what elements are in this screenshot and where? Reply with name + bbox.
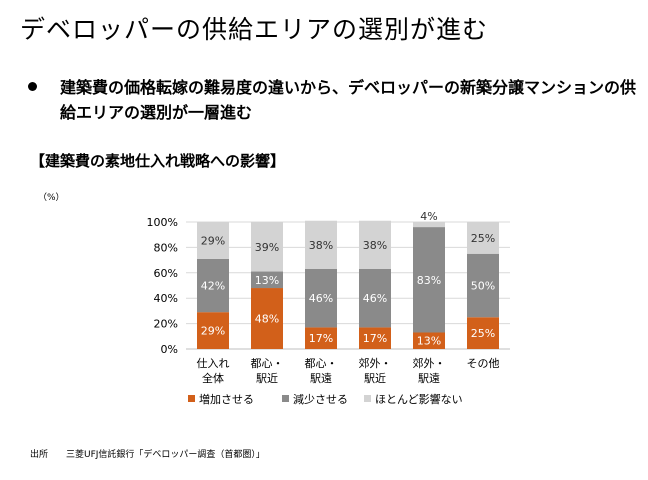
data-label: 83% bbox=[417, 274, 441, 287]
y-tick-label: 60% bbox=[154, 267, 178, 280]
data-label: 4% bbox=[420, 210, 437, 223]
x-tick-label: 都心・ bbox=[305, 357, 338, 370]
x-tick-label: 駅近 bbox=[364, 372, 386, 385]
legend-label: 増加させる bbox=[199, 393, 254, 406]
page-title: デベロッパーの供給エリアの選別が進む bbox=[20, 15, 489, 44]
data-label: 38% bbox=[309, 239, 333, 252]
data-label: 13% bbox=[417, 335, 441, 348]
x-tick-label: 都心・ bbox=[251, 357, 284, 370]
bar-segment bbox=[413, 227, 445, 333]
legend-swatch bbox=[282, 395, 289, 402]
data-label: 17% bbox=[363, 332, 387, 345]
bar-segment bbox=[305, 327, 337, 349]
y-tick-label: 0% bbox=[161, 343, 178, 356]
bar-segment bbox=[251, 288, 283, 349]
bullet-dot-icon bbox=[28, 82, 37, 91]
data-label: 25% bbox=[471, 232, 495, 245]
data-label: 29% bbox=[201, 234, 225, 247]
x-tick-label: 駅近 bbox=[256, 372, 278, 385]
data-label: 46% bbox=[363, 292, 387, 305]
section-heading: 【建築費の素地仕入れ戦略への影響】 bbox=[30, 152, 286, 170]
data-label: 39% bbox=[255, 241, 279, 254]
bar-segment bbox=[197, 312, 229, 349]
bar-segment bbox=[359, 268, 391, 328]
data-label: 42% bbox=[201, 280, 225, 293]
bar-segment bbox=[251, 271, 283, 289]
source-note: 出所 三菱UFJ信託銀行「デベロッパー調査（首都圏）」 bbox=[30, 450, 265, 460]
y-tick-label: 20% bbox=[154, 318, 178, 331]
legend-swatch bbox=[188, 395, 195, 402]
bar-segment bbox=[359, 327, 391, 349]
bar-segment bbox=[413, 222, 445, 228]
bar-segment bbox=[359, 220, 391, 269]
data-label: 29% bbox=[201, 325, 225, 338]
x-tick-label: 駅遠 bbox=[418, 372, 440, 385]
data-label: 13% bbox=[255, 274, 279, 287]
bar-segment bbox=[467, 253, 499, 318]
bar-segment bbox=[197, 258, 229, 313]
data-label: 17% bbox=[309, 332, 333, 345]
bar-segment bbox=[413, 332, 445, 349]
x-tick-label: 全体 bbox=[202, 371, 224, 385]
legend-label: 減少させる bbox=[293, 392, 348, 406]
bar-segment bbox=[197, 222, 229, 259]
data-label: 50% bbox=[471, 280, 495, 293]
bar-segment bbox=[467, 317, 499, 349]
bar-segment bbox=[251, 222, 283, 272]
x-tick-label: その他 bbox=[467, 357, 500, 370]
bar-segment bbox=[467, 222, 499, 254]
bar-segment bbox=[305, 268, 337, 328]
unit-label: （%） bbox=[38, 193, 65, 203]
data-label: 38% bbox=[363, 239, 387, 252]
bullet-text: 建築費の価格転嫁の難易度の違いから、デベロッパーの新築分譲マンションの供給エリア… bbox=[60, 78, 637, 122]
bullet-point: 建築費の価格転嫁の難易度の違いから、デベロッパーの新築分譲マンションの供給エリア… bbox=[28, 75, 638, 125]
bar-segment bbox=[305, 220, 337, 269]
x-tick-label: 郊外・ bbox=[359, 357, 392, 370]
x-tick-label: 駅遠 bbox=[310, 372, 332, 385]
x-tick-label: 郊外・ bbox=[413, 357, 446, 370]
y-tick-label: 40% bbox=[154, 292, 178, 305]
y-tick-label: 80% bbox=[154, 241, 178, 254]
data-label: 46% bbox=[309, 292, 333, 305]
data-label: 48% bbox=[255, 313, 279, 326]
legend-swatch bbox=[364, 395, 371, 402]
data-label: 25% bbox=[471, 327, 495, 340]
x-tick-label: 仕入れ bbox=[197, 357, 230, 370]
legend-label: ほとんど影響ない bbox=[375, 392, 463, 406]
y-tick-label: 100% bbox=[147, 216, 178, 229]
